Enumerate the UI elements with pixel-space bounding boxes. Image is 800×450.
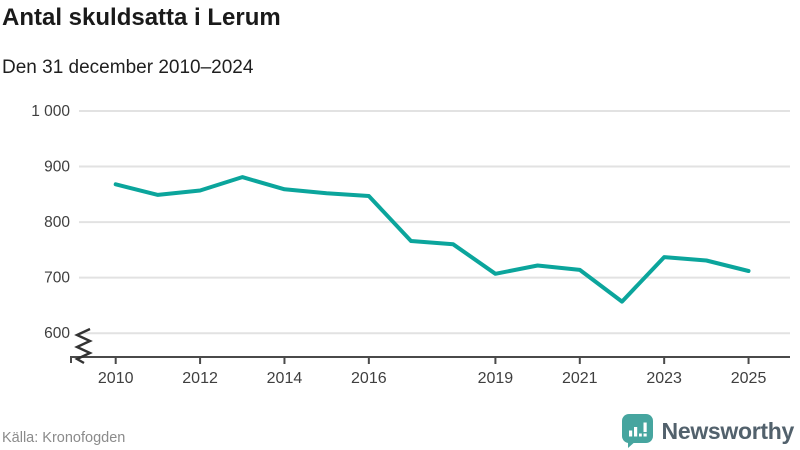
x-tick-label: 2010 [98, 370, 134, 387]
x-tick-label: 2012 [182, 370, 218, 387]
source-label: Källa: Kronofogden [2, 430, 126, 446]
newsworthy-logo: Newsworthy [621, 414, 794, 448]
bar-chart-speech-bubble-icon [621, 414, 653, 448]
data-line-antal-skuldsatta [113, 175, 751, 304]
x-tick-label: 2014 [267, 370, 303, 387]
y-tick-label: 900 [44, 159, 70, 176]
x-tick-label: 2019 [478, 370, 514, 387]
x-tick-label: 2021 [562, 370, 598, 387]
x-tick-label: 2025 [731, 370, 767, 387]
y-tick-label: 1 000 [31, 103, 70, 120]
x-tick-label: 2023 [646, 370, 682, 387]
y-tick-label: 700 [44, 270, 70, 287]
y-axis-break-icon [74, 327, 93, 365]
x-tick-label: 2016 [351, 370, 387, 387]
y-tick-label: 600 [44, 325, 70, 342]
y-tick-label: 800 [44, 214, 70, 231]
chart-subtitle: Den 31 december 2010–2024 [2, 57, 254, 78]
chart-title: Antal skuldsatta i Lerum [2, 4, 281, 31]
brand-name: Newsworthy [661, 417, 795, 444]
